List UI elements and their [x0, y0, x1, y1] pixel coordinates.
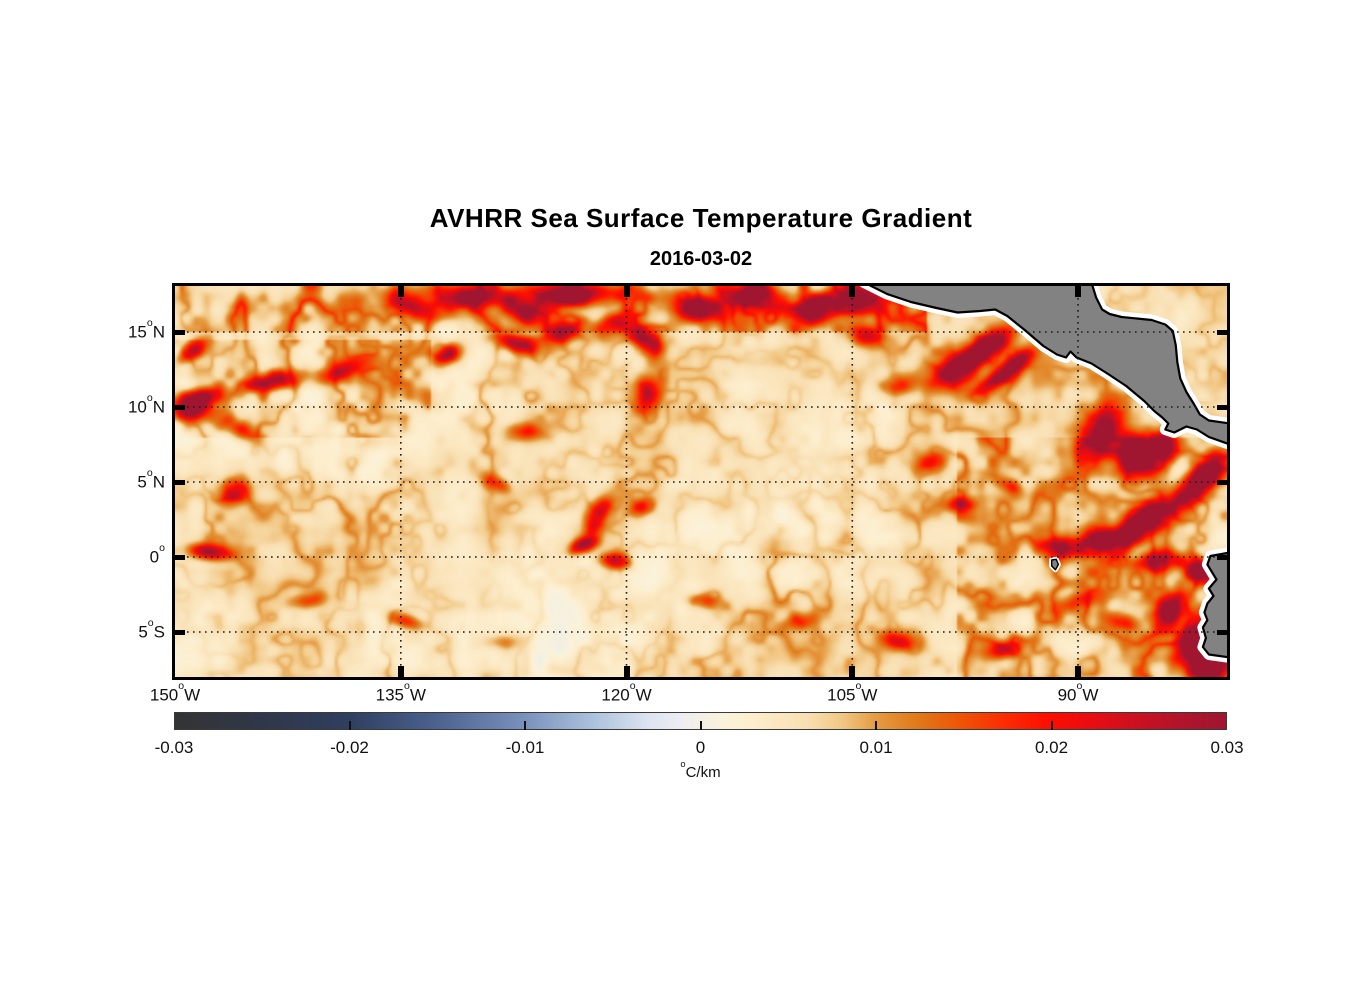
y-axis-tick [1217, 404, 1227, 410]
figure-title: AVHRR Sea Surface Temperature Gradient [429, 203, 973, 233]
landmass-group [860, 286, 1227, 663]
colorbar-tick-label: 0.03 [1210, 738, 1244, 757]
x-tick-label: 105oW [827, 680, 878, 705]
y-axis-tick [175, 629, 185, 635]
gridlines [175, 286, 1227, 677]
colorbar-tick [1050, 721, 1053, 730]
y-axis-tick [1217, 554, 1227, 560]
x-axis-tick [849, 286, 856, 297]
colorbar-tick [348, 721, 351, 730]
map-plot [172, 283, 1230, 680]
colorbar-tick-label: -0.03 [154, 738, 194, 757]
x-axis-tick [849, 666, 856, 677]
colorbar-tick-label: 0.01 [859, 738, 893, 757]
colorbar-tick [699, 721, 702, 730]
x-tick-label: 120oW [601, 680, 652, 705]
y-axis-tick [175, 404, 185, 410]
map-overlay [175, 286, 1227, 677]
y-tick-label: 15oN [127, 317, 165, 342]
x-axis-tick [623, 666, 630, 677]
colorbar-tick-label: 0.02 [1034, 738, 1069, 757]
y-tick-label: 10oN [127, 392, 165, 417]
colorbar-tick-label: -0.02 [330, 738, 369, 757]
landmass-central-america [868, 286, 1227, 445]
y-tick-label: 5oS [138, 617, 165, 642]
y-axis-tick [1217, 329, 1227, 335]
x-axis-tick [397, 666, 404, 677]
y-axis-tick [175, 554, 185, 560]
x-axis-tick [1075, 286, 1081, 297]
y-tick-label: 0o [149, 542, 165, 567]
x-tick-label: 90oW [1057, 680, 1099, 705]
colorbar-tick-label: 0 [695, 738, 706, 757]
x-tick-label: 150oW [149, 680, 201, 705]
y-axis-tick [175, 479, 185, 485]
y-axis-tick [1217, 479, 1227, 485]
colorbar-tick [875, 721, 877, 730]
y-axis-tick [175, 329, 185, 335]
x-axis-tick [1075, 666, 1081, 677]
y-axis-tick [1217, 629, 1227, 635]
colorbar-units-label: oC/km [680, 758, 721, 781]
landmass-galapagos-islands [1051, 558, 1060, 571]
colorbar-tick-label: -0.01 [505, 738, 545, 757]
figure-date: 2016-03-02 [649, 248, 753, 270]
colorbar-tick [524, 721, 526, 730]
x-axis-tick [397, 286, 404, 297]
x-axis-tick [623, 286, 630, 297]
y-tick-label: 5oN [137, 467, 165, 492]
x-tick-label: 135oW [375, 680, 426, 705]
